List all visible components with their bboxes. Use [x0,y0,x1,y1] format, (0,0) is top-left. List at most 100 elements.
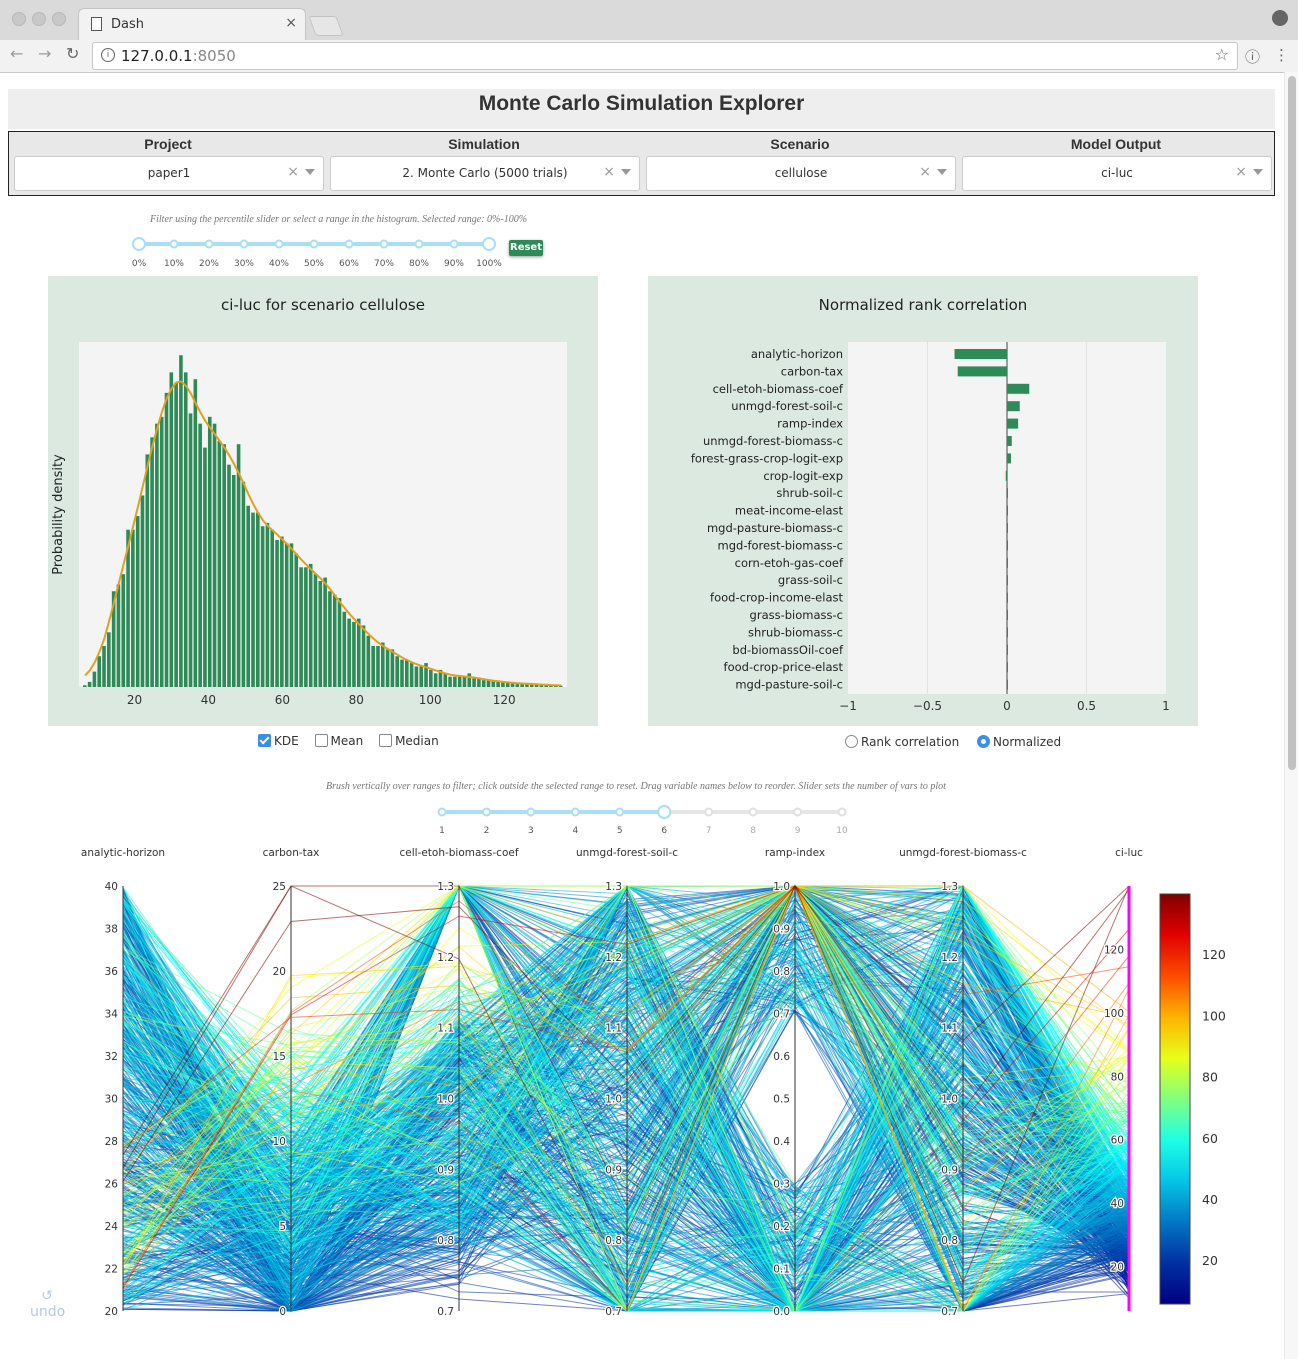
kde-label: KDE [274,734,299,748]
slider-dot [414,239,424,249]
tornado-bar [1007,610,1008,620]
normalized-radio[interactable]: Normalized [977,735,1061,749]
extension-icon[interactable]: ⓘ [1245,48,1261,66]
slider-handle-min[interactable] [132,237,146,251]
close-window-button[interactable] [12,12,26,26]
chevron-down-icon[interactable] [305,169,315,175]
scenario-dropdown[interactable]: cellulose × [646,156,956,191]
histogram-bar [433,673,438,687]
slider-tick-label: 4 [572,826,578,836]
slider-handle-max[interactable] [482,237,496,251]
kde-checkbox[interactable]: KDE [258,734,299,748]
histogram-bar [395,656,399,687]
parallel-coordinates-chart[interactable]: analytic-horizon 40 38 36 34 32 30 28 26 24 22 20 ca… [0,840,1284,1350]
axis-tick-label: 1.1 [605,1023,622,1035]
num-vars-slider[interactable]: 1 2 3 4 5 6 7 8 9 10 [428,800,858,840]
axis-tick-label: 1.1 [437,1023,454,1035]
slider-dot [239,239,249,249]
axis-tick-label: 26 [105,1179,119,1191]
clear-icon[interactable]: × [1235,164,1247,180]
tornado-bar [1007,401,1020,412]
slider-tick-label: 50% [304,259,324,269]
project-value: paper1 [147,166,191,180]
mean-label: Mean [330,734,364,748]
model-output-dropdown[interactable]: ci-luc × [962,156,1272,191]
colorbar-tick-label: 60 [1202,1131,1218,1146]
chevron-down-icon[interactable] [1253,169,1263,175]
new-tab-button[interactable] [308,16,344,36]
histogram-bar [212,423,217,687]
chevron-down-icon[interactable] [621,169,631,175]
axis-tick-label: 0 [279,1306,286,1318]
clear-icon[interactable]: × [603,164,615,180]
forward-icon[interactable]: → [38,44,52,63]
tornado-category-label: meat-income-elast [735,504,844,518]
axis-title: carbon-tax [263,847,320,859]
minimize-window-button[interactable] [32,12,46,26]
info-icon[interactable]: i [101,48,115,62]
histogram-bar [280,536,284,687]
histogram-bar [256,512,260,687]
checkbox-icon [379,734,393,747]
histogram-bar [126,529,130,687]
profile-icon[interactable] [1272,10,1288,26]
mean-checkbox[interactable]: Mean [314,734,364,748]
slider-dot [526,807,536,817]
histogram-bar [549,685,553,687]
more-menu-icon[interactable]: ⋮ [1274,46,1289,64]
reset-button[interactable]: Reset [509,240,543,256]
axis-tick-label: 60 [1111,1135,1124,1147]
axis-tick-label: 0.9 [941,1164,958,1176]
slider-handle[interactable] [657,805,672,819]
page-scrollbar[interactable] [1284,72,1298,1359]
scenario-label: Scenario [770,136,830,152]
histogram-bar [553,685,558,687]
clear-icon[interactable]: × [287,164,299,180]
slider-tick-label: 30% [234,259,254,269]
tornado-bar [1007,505,1008,516]
address-bar[interactable]: i 127.0.0.1:8050 ☆ [92,42,1238,70]
chevron-down-icon[interactable] [937,169,947,175]
tornado-bar [1007,627,1008,638]
tornado-category-label: ramp-index [777,417,843,431]
close-tab-icon[interactable]: × [285,15,297,31]
back-icon[interactable]: ← [10,44,24,63]
slider-dot [570,807,580,817]
histogram-bar [275,539,279,687]
project-dropdown[interactable]: paper1 × [14,156,324,191]
median-checkbox[interactable]: Median [379,734,439,748]
slider-tick-label: 5 [617,826,623,836]
rank-correlation-radio[interactable]: Rank correlation [845,735,959,749]
histogram-bar [246,505,251,687]
scrollbar-thumb[interactable] [1288,76,1296,770]
clear-icon[interactable]: × [919,164,931,180]
browser-tab[interactable]: Dash × [78,8,306,41]
bookmark-star-icon[interactable]: ☆ [1214,45,1229,64]
histogram-chart[interactable]: 20 40 60 80 100 120 Probability density [48,276,598,726]
maximize-window-button[interactable] [52,12,66,26]
undo-button[interactable]: ↺ undo [30,1288,65,1320]
histogram-bar [501,681,505,687]
histogram-bar [323,577,327,687]
tornado-bar [1007,679,1008,690]
colorbar-tick-label: 120 [1202,947,1226,962]
reload-icon[interactable]: ↻ [66,44,80,63]
model-output-label: Model Output [1070,136,1162,152]
axis-tick-label: 38 [105,924,118,936]
axis-tick-label: 0.9 [437,1164,454,1176]
slider-dot [309,239,319,249]
slider-dot [748,807,758,817]
tornado-bar [1007,383,1030,394]
histogram-bar [188,413,193,687]
histogram-bar [438,669,443,687]
simulation-dropdown[interactable]: 2. Monte Carlo (5000 trials) × [330,156,640,191]
histogram-bar [145,454,150,687]
tornado-category-label: unmgd-forest-biomass-c [703,434,843,448]
axis-tick-label: 0.9 [605,1164,622,1176]
histogram-bar [539,684,544,687]
histogram-options: KDE Mean Median [258,734,439,748]
slider-tick-label: 3 [528,826,534,836]
axis-title: analytic-horizon [81,847,165,859]
percentile-slider[interactable]: 0% 10% 20% 30% 40% 50% 60% 70% 80% 90% 100% [125,232,505,272]
tornado-chart[interactable]: analytic-horizon carbon-tax cell-etoh-biom… [648,276,1198,726]
